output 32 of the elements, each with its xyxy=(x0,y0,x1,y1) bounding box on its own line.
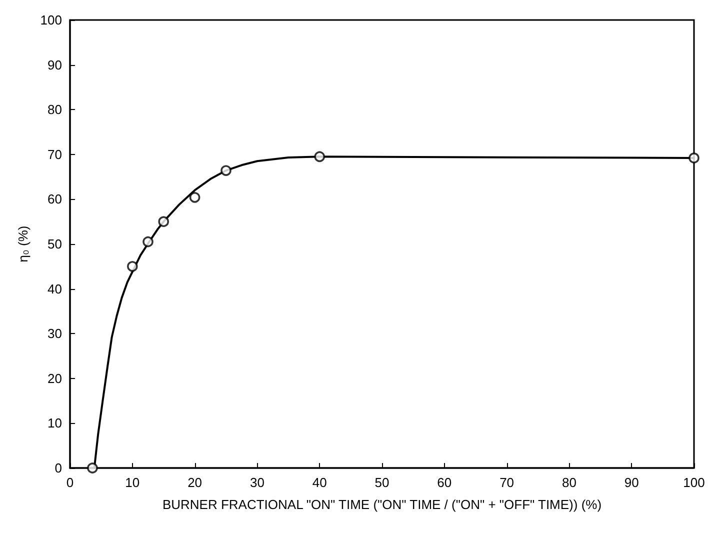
point xyxy=(314,151,325,162)
x-tick-label: 70 xyxy=(500,475,514,490)
x-axis-title: BURNER FRACTIONAL "ON" TIME ("ON" TIME / ("ON" + "OFF" TIME)) (%) xyxy=(162,497,602,512)
y-tick-label: 60 xyxy=(48,192,62,207)
y-axis-title: η₀ (%) xyxy=(15,226,30,262)
x-tick-label: 10 xyxy=(125,475,140,490)
y-tick-label: 100 xyxy=(40,12,62,28)
point xyxy=(127,261,138,272)
y-tick-label: 50 xyxy=(48,236,62,252)
y-tick-label: 90 xyxy=(48,57,62,72)
y-tick-label: 0 xyxy=(54,460,62,476)
x-tick-label: 100 xyxy=(683,475,705,490)
x-tick-label: 60 xyxy=(437,475,452,490)
x-tick-label: 0 xyxy=(66,475,74,490)
y-tick-label: 70 xyxy=(48,146,62,162)
point xyxy=(189,192,200,203)
x-tick-label: 40 xyxy=(312,475,327,490)
y-tick-label: 40 xyxy=(48,281,62,296)
y-tick-label: 30 xyxy=(48,326,62,342)
point xyxy=(158,216,169,227)
point xyxy=(87,462,98,474)
x-tick-label: 90 xyxy=(624,475,639,490)
x-tick-label: 30 xyxy=(250,475,264,490)
point xyxy=(688,152,700,164)
y-tick-label: 80 xyxy=(48,102,62,118)
x-tick-label: 50 xyxy=(374,475,390,490)
point xyxy=(142,236,154,248)
x-tick-label: 20 xyxy=(188,475,202,490)
x-tick-label: 80 xyxy=(562,475,576,490)
point xyxy=(220,165,232,176)
y-tick-label: 10 xyxy=(48,416,62,431)
y-tick-label: 20 xyxy=(48,370,62,386)
